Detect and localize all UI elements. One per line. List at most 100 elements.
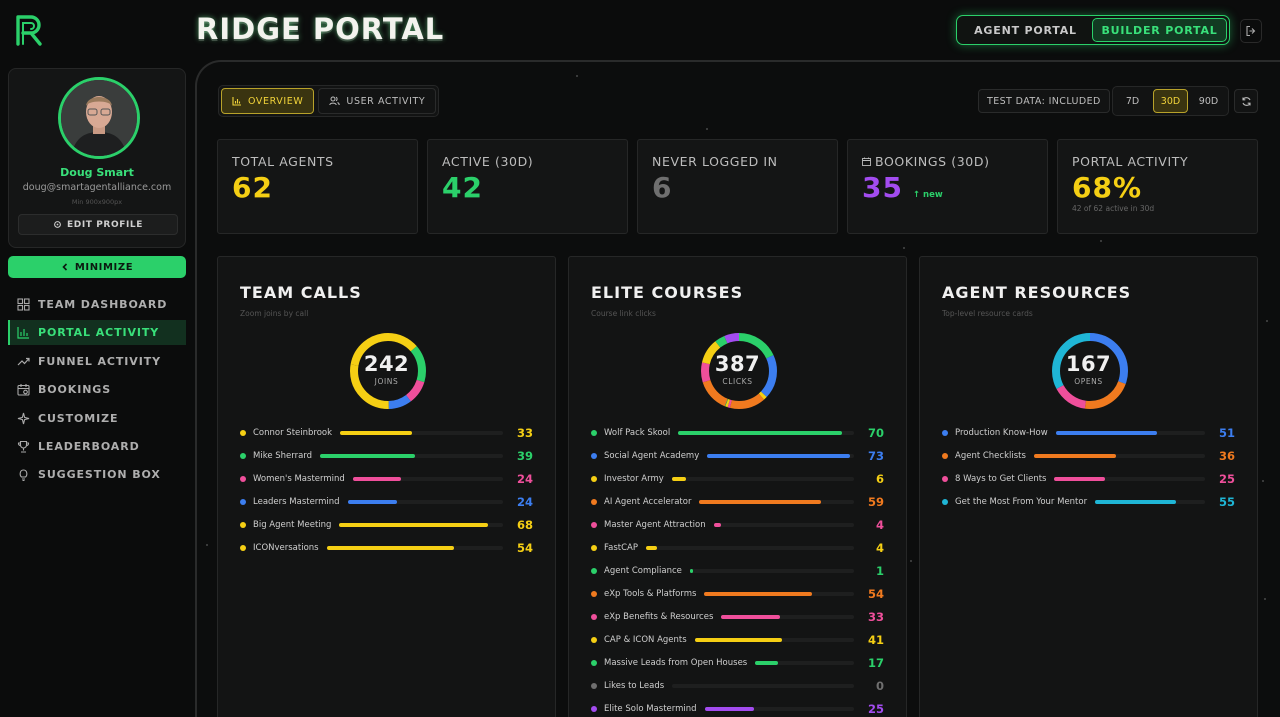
stat-label: BOOKINGS (30D) [862, 154, 1033, 169]
bar-fill [645, 545, 658, 550]
list-item[interactable]: Get the Most From Your Mentor 55 [942, 490, 1235, 513]
row-label: Mike Sherrard [253, 450, 313, 461]
tab-overview[interactable]: OVERVIEW [221, 88, 315, 114]
sidebar-item-customize[interactable]: CUSTOMIZE [8, 406, 186, 431]
row-label: Production Know-How [955, 427, 1048, 438]
donut-segment[interactable] [1052, 333, 1128, 409]
sidebar-item-leaderboard[interactable]: LEADERBOARD [8, 434, 186, 459]
list-item[interactable]: CAP & ICON Agents 41 [591, 628, 884, 651]
list-item[interactable]: eXp Tools & Platforms 54 [591, 582, 884, 605]
bar-track [1054, 476, 1205, 481]
list-item[interactable]: Master Agent Attraction 4 [591, 513, 884, 536]
stat-number: 6 [652, 171, 673, 204]
list-item[interactable]: FastCAP 4 [591, 536, 884, 559]
donut-hole [1061, 342, 1119, 400]
stat-number: 68% [1072, 171, 1143, 204]
test-data-toggle[interactable]: TEST DATA: INCLUDED [978, 89, 1110, 113]
row-value: 41 [867, 632, 884, 647]
legend-dot [942, 429, 948, 436]
bar-track [352, 476, 503, 481]
sidebar-item-funnel-activity[interactable]: FUNNEL ACTIVITY [8, 349, 186, 374]
logout-icon [1246, 25, 1256, 37]
donut-segment[interactable] [1052, 333, 1128, 409]
row-label: Get the Most From Your Mentor [955, 496, 1088, 507]
logout-button[interactable] [1240, 19, 1262, 43]
profile-email: doug@smartagentalliance.com [22, 182, 172, 193]
minimize-label: MINIMIZE [74, 261, 134, 273]
list-item[interactable]: AI Agent Accelerator 59 [591, 490, 884, 513]
panel-subtitle: Course link clicks [591, 309, 656, 318]
donut-segment[interactable] [350, 333, 426, 409]
row-label: Leaders Mastermind [253, 496, 340, 507]
bar-fill [347, 499, 398, 504]
list-item[interactable]: Elite Solo Mastermind 25 [591, 697, 884, 717]
minimize-button[interactable]: MINIMIZE [8, 256, 186, 278]
bar-track [704, 706, 854, 711]
row-label: eXp Tools & Platforms [604, 588, 697, 599]
list-item[interactable]: Wolf Pack Skool 70 [591, 421, 884, 444]
sidebar-item-suggestion-box[interactable]: SUGGESTION BOX [8, 462, 186, 487]
list-item[interactable]: Social Agent Academy 73 [591, 444, 884, 467]
stat-card-portal-activity: PORTAL ACTIVITY 68% 42 of 62 active in 3… [1057, 139, 1258, 234]
donut-segment[interactable] [350, 333, 426, 409]
row-value: 17 [867, 655, 884, 670]
bar-fill [1095, 499, 1176, 504]
list-item[interactable]: 8 Ways to Get Clients 25 [942, 467, 1235, 490]
stat-card-bookings: BOOKINGS (30D) 35 ↑ new [847, 139, 1048, 234]
bar-fill [678, 430, 843, 435]
sidebar-item-portal-activity[interactable]: PORTAL ACTIVITY [8, 320, 186, 346]
row-value: 51 [1218, 425, 1235, 440]
list-item[interactable]: Mike Sherrard 39 [240, 444, 533, 467]
row-value: 25 [867, 701, 884, 716]
sidebar-item-bookings[interactable]: BOOKINGS [8, 377, 186, 402]
list-item[interactable]: Leaders Mastermind 24 [240, 490, 533, 513]
list-item[interactable]: Agent Compliance 1 [591, 559, 884, 582]
chevron-left-icon [62, 263, 67, 271]
row-value: 68 [516, 517, 533, 532]
list-item[interactable]: Production Know-How 51 [942, 421, 1235, 444]
list-item[interactable]: Investor Army 6 [591, 467, 884, 490]
donut-segment[interactable] [701, 333, 777, 409]
row-label: Connor Steinbrook [253, 427, 333, 438]
avatar[interactable] [58, 77, 140, 159]
ridge-logo-icon[interactable] [14, 14, 44, 46]
bar-track [713, 522, 854, 527]
tab-user-activity[interactable]: USER ACTIVITY [318, 88, 437, 114]
donut-caption: CLICKS [722, 377, 753, 386]
sidebar-item-team-dashboard[interactable]: TEAM DASHBOARD [8, 292, 186, 317]
row-label: Big Agent Meeting [253, 519, 332, 530]
list-item[interactable]: ICONversations 54 [240, 536, 533, 559]
donut-segment[interactable] [701, 333, 777, 409]
legend-dot [591, 682, 597, 689]
list-item[interactable]: Massive Leads from Open Houses 17 [591, 651, 884, 674]
bar-track [339, 522, 503, 527]
list-item[interactable]: Agent Checklists 36 [942, 444, 1235, 467]
panel-title: ELITE COURSES [591, 283, 744, 302]
bar-track [1095, 499, 1205, 504]
refresh-button[interactable] [1234, 89, 1258, 113]
agent-portal-tab[interactable]: AGENT PORTAL [974, 23, 1077, 37]
legend-dot [591, 613, 597, 620]
list-item[interactable]: Big Agent Meeting 68 [240, 513, 533, 536]
list-item[interactable]: Connor Steinbrook 33 [240, 421, 533, 444]
range-30d-button[interactable]: 30D [1153, 89, 1188, 113]
bar-track [347, 499, 503, 504]
row-label: Likes to Leads [604, 680, 665, 691]
row-label: Agent Checklists [955, 450, 1026, 461]
edit-profile-button[interactable]: EDIT PROFILE [18, 214, 178, 235]
range-7d-button[interactable]: 7D [1125, 95, 1140, 107]
donut-segment[interactable] [350, 333, 426, 409]
list-item[interactable]: Likes to Leads 0 [591, 674, 884, 697]
builder-portal-tab[interactable]: BUILDER PORTAL [1092, 18, 1227, 42]
list-item[interactable]: eXp Benefits & Resources 33 [591, 605, 884, 628]
row-value: 59 [867, 494, 884, 509]
donut-segment[interactable] [701, 333, 777, 409]
list-item[interactable]: Women's Mastermind 24 [240, 467, 533, 490]
bar-fill [699, 499, 822, 504]
range-90d-button[interactable]: 90D [1198, 95, 1219, 107]
bar-track [645, 545, 854, 550]
donut-segment[interactable] [701, 333, 777, 409]
legend-dot [591, 590, 597, 597]
stat-subtext: 42 of 62 active in 30d [1072, 204, 1155, 213]
legend-dot [591, 636, 597, 643]
